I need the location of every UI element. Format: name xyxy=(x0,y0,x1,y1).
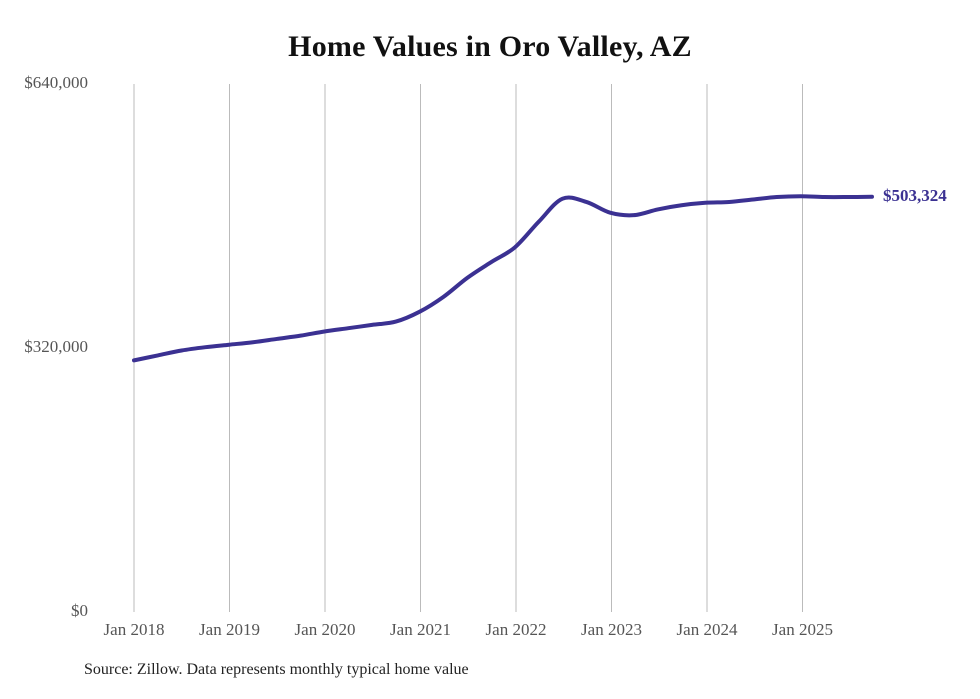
x-axis-tick-label: Jan 2021 xyxy=(390,620,451,639)
x-axis-tick-label: Jan 2025 xyxy=(772,620,833,639)
chart-title: Home Values in Oro Valley, AZ xyxy=(288,30,692,63)
x-axis-tick-label: Jan 2018 xyxy=(103,620,165,639)
source-note: Source: Zillow. Data represents monthly … xyxy=(84,661,469,678)
series-lines xyxy=(132,194,874,363)
y-axis-tick-label: $0 xyxy=(71,601,88,620)
series-line xyxy=(132,194,874,363)
y-axis-tick-label: $320,000 xyxy=(24,337,88,356)
x-axis-tick-label: Jan 2020 xyxy=(294,620,356,639)
y-axis-tick-label: $640,000 xyxy=(24,73,88,92)
x-axis-tick-label: Jan 2022 xyxy=(485,620,547,639)
series-end-value-label: $503,324 xyxy=(883,185,947,205)
x-axis-tick-label: Jan 2023 xyxy=(581,620,642,639)
x-axis-tick-label: Jan 2019 xyxy=(199,620,260,639)
x-axis-tick-label: Jan 2024 xyxy=(676,620,738,639)
gridlines xyxy=(133,84,803,612)
